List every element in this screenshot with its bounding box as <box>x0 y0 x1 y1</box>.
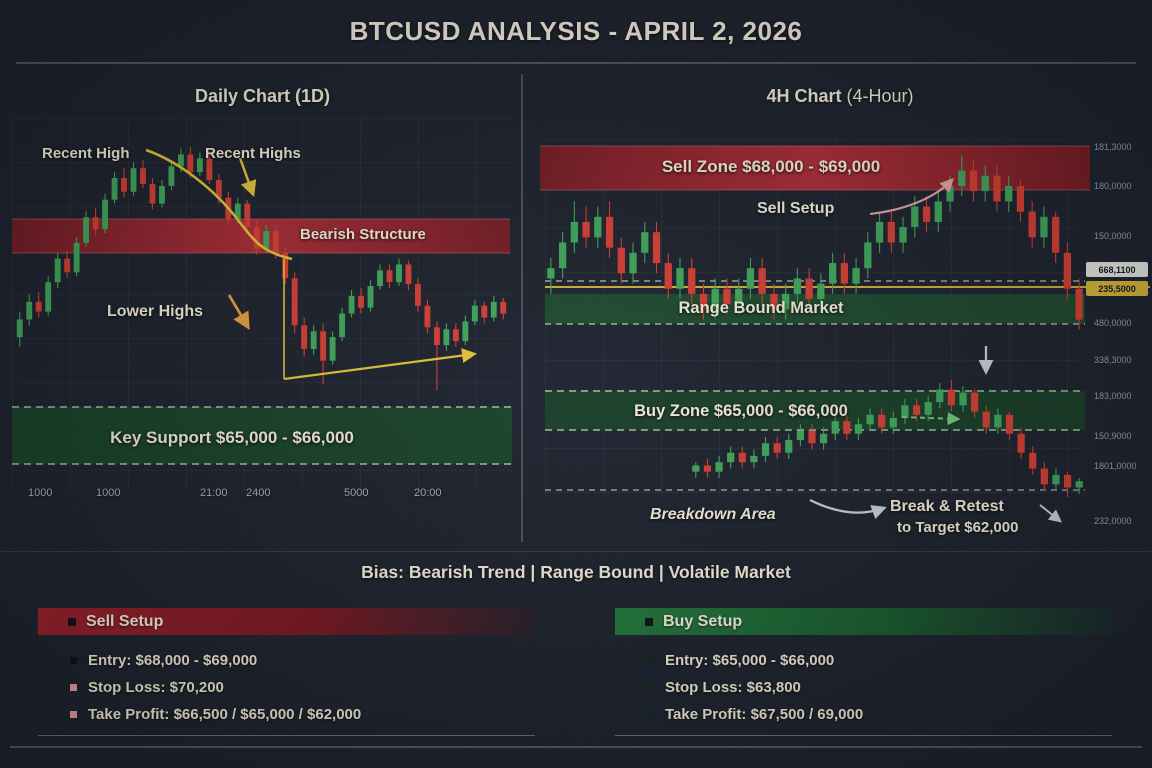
buy-setup-list: Entry: $65,000 - $66,000 Stop Loss: $63,… <box>615 647 1112 728</box>
sell-zone-label: Sell Zone $68,000 - $69,000 <box>661 157 881 176</box>
bias-separator: | <box>530 562 536 582</box>
bullet-square-icon <box>70 684 77 691</box>
bullet-square-icon <box>70 657 77 664</box>
break-retest-label: Break & Retest <box>890 498 1004 515</box>
countdown-price-box: 235,5000 <box>1086 281 1148 296</box>
sell-box-underline <box>38 735 535 736</box>
recent-high-label: Recent High <box>42 145 130 162</box>
buy-entry-text: Entry: $65,000 - $66,000 <box>665 652 835 669</box>
sell-stoploss-text: Stop Loss: $70,200 <box>88 679 224 696</box>
buy-setup-box: Buy Setup Entry: $65,000 - $66,000 Stop … <box>615 608 1112 728</box>
sell-takeprofit-item: Take Profit: $66,500 / $65,000 / $62,000 <box>70 701 535 728</box>
bias-volatility: Volatile Market <box>668 562 791 582</box>
sell-setup-header: Sell Setup <box>38 608 535 635</box>
price-axis-label: 181,3000 <box>1094 142 1132 152</box>
daily-x-tick: 1000 <box>96 487 121 499</box>
price-axis-label: 480,0000 <box>1094 318 1132 328</box>
price-axis-label: 150,9000 <box>1094 431 1132 441</box>
buy-setup-header: Buy Setup <box>615 608 1112 635</box>
key-support-label: Key Support $65,000 - $66,000 <box>110 428 354 447</box>
bullet-square-icon <box>68 617 76 626</box>
sell-stoploss-item: Stop Loss: $70,200 <box>70 674 535 701</box>
bias-line: Bias: Bearish Trend | Range Bound | Vola… <box>0 562 1152 583</box>
page-bottom-rule <box>10 746 1142 748</box>
sell-entry-text: Entry: $68,000 - $69,000 <box>88 652 258 669</box>
sell-setup-title: Sell Setup <box>86 612 164 630</box>
price-axis-label: 232,0000 <box>1094 516 1132 526</box>
breakdown-area-label: Breakdown Area <box>650 506 776 523</box>
price-axis-label: 1801,0000 <box>1094 461 1137 471</box>
lower-highs-label: Lower Highs <box>107 303 204 320</box>
daily-x-tick: 20:00 <box>414 487 442 499</box>
buy-takeprofit-item: Take Profit: $67,500 / 69,000 <box>647 701 1112 728</box>
daily-x-tick: 5000 <box>344 487 369 499</box>
last-price-box: 668,1100 <box>1086 262 1148 277</box>
daily-x-tick: 21:00 <box>200 487 228 499</box>
price-axis-label: 183,0000 <box>1094 391 1132 401</box>
buy-entry-item: Entry: $65,000 - $66,000 <box>647 647 1112 674</box>
buy-stoploss-text: Stop Loss: $63,800 <box>665 679 801 696</box>
buy-setup-title: Buy Setup <box>663 612 743 630</box>
buy-takeprofit-text: Take Profit: $67,500 / 69,000 <box>665 706 864 723</box>
bias-range: Range Bound <box>540 562 654 582</box>
sell-setup-label: Sell Setup <box>757 200 835 217</box>
retest-target-label: to Target $62,000 <box>897 519 1019 536</box>
daily-x-tick: 2400 <box>246 487 271 499</box>
bullet-square-icon <box>70 711 77 718</box>
buy-box-underline <box>615 735 1112 736</box>
buy-zone-label: Buy Zone $65,000 - $66,000 <box>634 402 848 420</box>
price-axis-label: 338,3000 <box>1094 355 1132 365</box>
recent-highs-label: Recent Highs <box>205 145 301 162</box>
bias-prefix: Bias: <box>361 562 404 582</box>
bullet-square-icon <box>645 617 653 626</box>
sell-takeprofit-text: Take Profit: $66,500 / $65,000 / $62,000 <box>88 706 362 723</box>
sell-setup-list: Entry: $68,000 - $69,000 Stop Loss: $70,… <box>38 647 535 728</box>
bullet-square-icon <box>647 711 654 718</box>
sell-setup-box: Sell Setup Entry: $68,000 - $69,000 Stop… <box>38 608 535 728</box>
bullet-square-icon <box>647 684 654 691</box>
price-axis-label: 150,0000 <box>1094 231 1132 241</box>
buy-stoploss-item: Stop Loss: $63,800 <box>647 674 1112 701</box>
bias-trend: Bearish Trend <box>408 562 526 582</box>
sell-entry-item: Entry: $68,000 - $69,000 <box>70 647 535 674</box>
daily-x-tick: 1000 <box>28 487 53 499</box>
bearish-structure-label: Bearish Structure <box>300 226 426 243</box>
bias-separator: | <box>658 562 664 582</box>
bullet-square-icon <box>647 657 654 664</box>
charts-bottom-divider <box>0 551 1152 552</box>
range-bound-label: Range Bound Market <box>678 299 844 317</box>
price-axis-label: 180,0000 <box>1094 181 1132 191</box>
